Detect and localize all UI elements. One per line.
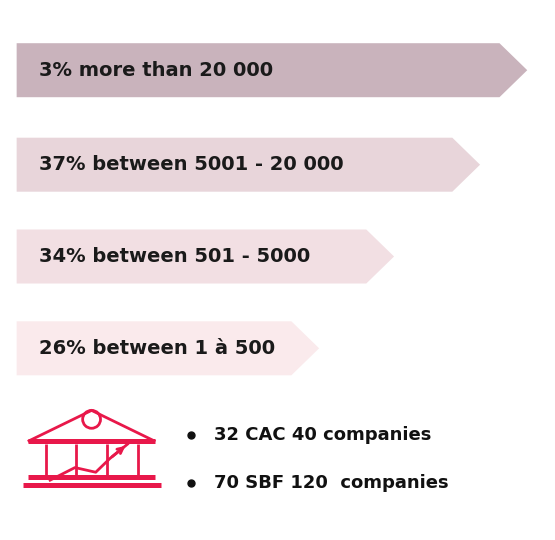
- Text: 34% between 501 - 5000: 34% between 501 - 5000: [39, 247, 310, 266]
- Polygon shape: [17, 321, 319, 375]
- Polygon shape: [17, 230, 394, 284]
- Polygon shape: [17, 43, 527, 97]
- Text: 70 SBF 120  companies: 70 SBF 120 companies: [214, 474, 448, 492]
- Text: 26% between 1 à 500: 26% between 1 à 500: [39, 339, 275, 358]
- Text: 37% between 5001 - 20 000: 37% between 5001 - 20 000: [39, 155, 344, 174]
- Text: 32 CAC 40 companies: 32 CAC 40 companies: [214, 426, 431, 444]
- Text: 3% more than 20 000: 3% more than 20 000: [39, 60, 273, 80]
- Polygon shape: [17, 138, 480, 192]
